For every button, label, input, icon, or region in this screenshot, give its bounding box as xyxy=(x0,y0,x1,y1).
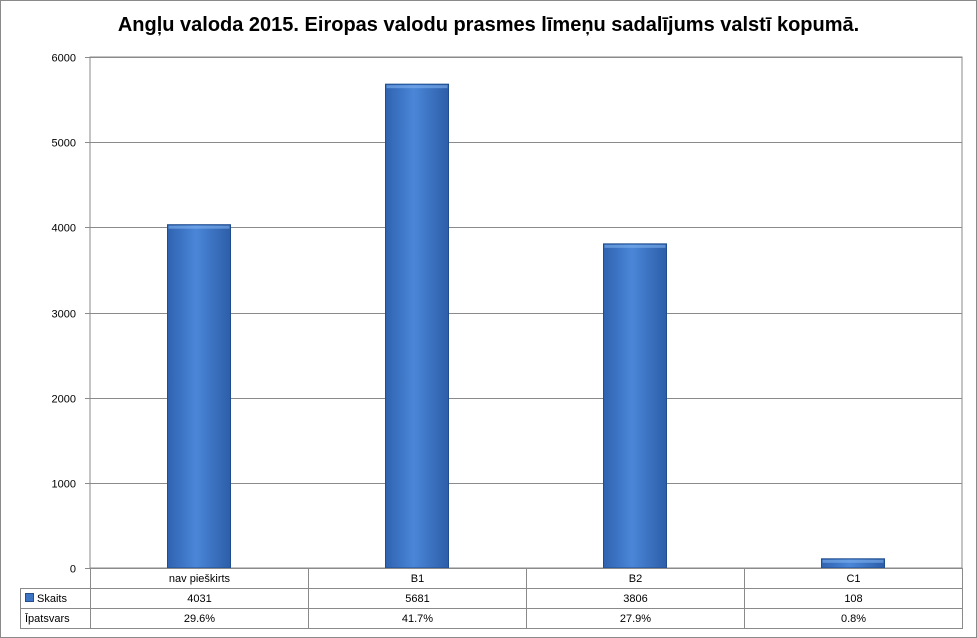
category-label: B2 xyxy=(526,568,745,589)
data-table-corner xyxy=(20,568,91,589)
y-tick-label: 2000 xyxy=(52,394,76,406)
y-tick-label: 6000 xyxy=(52,53,76,65)
bar-b1 xyxy=(385,83,449,569)
data-table-header-row: nav pieškirts B1 B2 C1 xyxy=(20,568,963,589)
bar-b2 xyxy=(603,243,667,569)
chart-title: Angļu valoda 2015. Eiropas valodu prasme… xyxy=(117,14,860,36)
table-cell: 27.9% xyxy=(526,608,745,629)
bar-highlight xyxy=(822,559,884,563)
bar-highlight xyxy=(386,85,448,89)
table-cell: 0.8% xyxy=(744,608,963,629)
row-header-ipatsvars: Īpatsvars xyxy=(20,608,91,629)
table-cell: 108 xyxy=(744,588,963,609)
category-label: C1 xyxy=(744,568,963,589)
data-table-row-ipatsvars: Īpatsvars 29.6% 41.7% 27.9% 0.8% xyxy=(20,608,963,629)
row-header-skaits: Skaits xyxy=(20,588,91,609)
table-cell: 29.6% xyxy=(90,608,309,629)
category-label: nav pieškirts xyxy=(90,568,309,589)
category-label: B1 xyxy=(308,568,527,589)
y-tick-label: 3000 xyxy=(52,309,76,321)
table-cell: 41.7% xyxy=(308,608,527,629)
bar-nav-pieškirts xyxy=(167,224,231,569)
table-cell: 3806 xyxy=(526,588,745,609)
bar-highlight xyxy=(168,225,230,229)
row-label: Skaits xyxy=(37,592,67,605)
y-tick-label: 5000 xyxy=(52,138,76,150)
table-cell: 5681 xyxy=(308,588,527,609)
y-tick-label: 1000 xyxy=(52,479,76,491)
bar-highlight xyxy=(604,244,666,248)
legend-key-icon xyxy=(25,592,34,602)
row-label: Īpatsvars xyxy=(25,612,70,625)
data-table: nav pieškirts B1 B2 C1 Skaits 4031 5681 … xyxy=(20,568,963,629)
y-tick-label: 4000 xyxy=(52,223,76,235)
data-table-row-skaits: Skaits 4031 5681 3806 108 xyxy=(20,588,963,609)
table-cell: 4031 xyxy=(90,588,309,609)
